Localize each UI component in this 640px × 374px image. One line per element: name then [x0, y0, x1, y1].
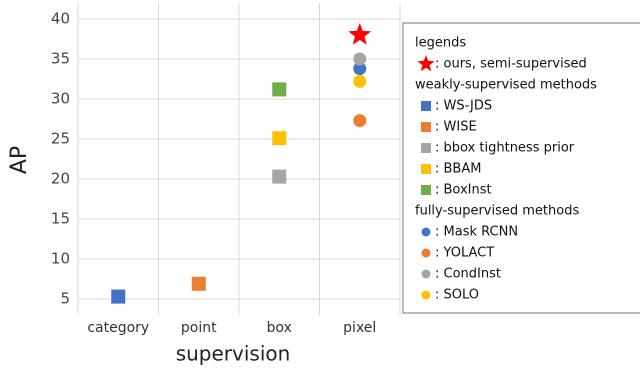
y-tick-label: 10 — [51, 250, 70, 268]
y-tick-label: 25 — [51, 130, 70, 148]
legend-marker — [421, 227, 431, 237]
legend-marker — [421, 164, 431, 174]
data-point — [353, 62, 367, 76]
x-tick-label: pixel — [343, 320, 376, 336]
x-axis-label: supervision — [176, 342, 291, 366]
legend-marker — [421, 122, 431, 132]
legend-marker — [421, 143, 431, 153]
x-tick-label: category — [87, 320, 149, 336]
y-axis-label: AP — [7, 146, 32, 174]
legend-heading: fully-supervised methods — [415, 204, 579, 219]
y-tick-label: 15 — [51, 210, 70, 228]
y-tick-label: 40 — [51, 10, 70, 28]
legend-title: legends — [415, 36, 466, 51]
y-tick-label: 30 — [51, 90, 70, 108]
data-point — [111, 289, 126, 304]
legend-marker — [417, 55, 435, 72]
legend-label: : SOLO — [435, 288, 479, 303]
legend-marker — [421, 248, 431, 258]
legend-label: : BoxInst — [435, 183, 492, 198]
y-tick-label: 20 — [51, 170, 70, 188]
legend-label: : WS-JDS — [435, 99, 492, 114]
x-tick-label: point — [181, 320, 217, 336]
legend-label: : CondInst — [435, 267, 501, 282]
data-point — [272, 169, 287, 184]
legend-marker — [421, 290, 431, 300]
legend-label: : ours, semi-supervised — [435, 57, 587, 72]
data-point — [191, 276, 206, 291]
data-point — [353, 52, 367, 66]
data-point — [353, 74, 367, 88]
legend-label: : BBAM — [435, 162, 481, 177]
legend-marker — [421, 185, 431, 195]
x-tick-label: box — [267, 320, 292, 336]
data-point — [353, 114, 367, 128]
y-tick-label: 35 — [51, 50, 70, 68]
legend-heading: weakly-supervised methods — [415, 78, 597, 93]
legend-marker — [421, 269, 431, 279]
legend-label: : WISE — [435, 120, 477, 135]
legend-label: : bbox tightness prior — [435, 141, 575, 156]
data-point — [272, 82, 287, 97]
legend-marker — [421, 101, 431, 111]
data-point — [272, 131, 287, 146]
legend-label: : YOLACT — [435, 246, 494, 261]
legend-box — [402, 22, 640, 314]
legend-label: : Mask RCNN — [435, 225, 518, 240]
data-point — [348, 23, 372, 45]
y-tick-label: 5 — [60, 290, 70, 308]
